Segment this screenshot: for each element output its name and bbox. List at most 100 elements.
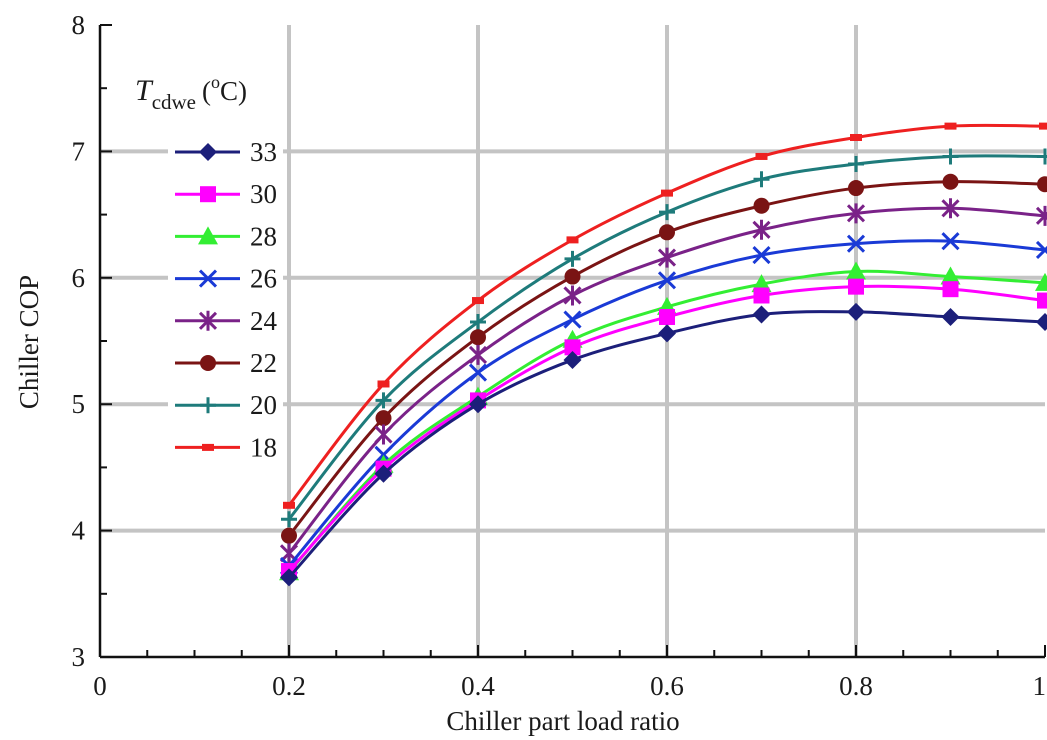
y-tick-label: 8 [72, 10, 86, 40]
legend-marker [202, 443, 214, 451]
data-point [283, 501, 295, 509]
legend-marker [198, 310, 218, 331]
data-point [1037, 176, 1047, 193]
data-point [658, 324, 676, 343]
legend-item-26: 26 [168, 264, 283, 294]
data-point [940, 266, 961, 285]
series-20 [281, 148, 1047, 528]
series-line [287, 180, 1046, 537]
y-axis-title: Chiller COP [14, 275, 44, 409]
data-point [941, 232, 960, 251]
data-point [472, 297, 484, 305]
x-tick-label: 1 [1033, 671, 1047, 701]
legend-item-24: 24 [168, 306, 283, 336]
data-point [468, 344, 488, 365]
data-point [564, 339, 581, 356]
series-line [287, 154, 1046, 521]
data-point [752, 219, 771, 240]
data-point [753, 197, 770, 214]
data-point [280, 568, 298, 587]
series-layer [279, 122, 1047, 587]
data-point [848, 278, 864, 295]
legend-marker [200, 397, 216, 414]
data-point [850, 133, 862, 141]
legend-marker [198, 226, 218, 245]
legend-label: 22 [250, 348, 277, 378]
data-point [564, 250, 581, 267]
data-point [659, 308, 675, 325]
data-point [374, 424, 393, 445]
legend-label: 30 [250, 179, 277, 209]
series-line [287, 284, 1046, 573]
legend-item-30: 30 [168, 179, 283, 209]
data-point [375, 392, 392, 409]
data-point [469, 395, 487, 414]
legend-item-22: 22 [168, 348, 283, 378]
data-point [752, 245, 771, 265]
data-point [753, 171, 770, 188]
y-tick-label: 3 [72, 642, 86, 672]
legend-item-18: 18 [168, 432, 283, 462]
data-point [942, 281, 959, 298]
legend-marker [198, 269, 218, 288]
data-point [848, 156, 864, 173]
data-point [468, 363, 488, 382]
data-point [1036, 313, 1047, 332]
data-point [661, 189, 673, 197]
data-point [375, 410, 392, 427]
data-point [846, 261, 866, 280]
data-point [281, 511, 297, 528]
series-line [287, 239, 1046, 567]
data-point [846, 234, 866, 253]
y-tick-label: 4 [72, 516, 86, 546]
data-point [847, 302, 865, 321]
data-point [848, 180, 864, 197]
series-line [287, 269, 1046, 574]
legend-item-28: 28 [168, 221, 283, 251]
data-point [944, 122, 957, 130]
series-24 [279, 198, 1047, 564]
data-point [563, 350, 582, 369]
data-point [941, 198, 960, 219]
data-point [753, 287, 770, 304]
data-point [281, 527, 297, 544]
data-point [1035, 272, 1047, 291]
data-point [374, 464, 393, 483]
legend-title: Tcdwe (oC) [135, 72, 247, 114]
y-tick-label: 5 [72, 389, 86, 419]
legend-marker [200, 186, 216, 203]
legend-item-33: 33 [168, 137, 283, 167]
axes [98, 24, 1046, 659]
data-point [470, 314, 486, 331]
x-axis-title: Chiller part load ratio [446, 706, 679, 736]
data-point [470, 329, 486, 346]
data-point [657, 271, 677, 290]
x-tick-label: 0.4 [461, 671, 495, 701]
data-point [563, 285, 582, 306]
x-tick-label: 0.6 [650, 671, 684, 701]
tick-labels: 0 0.2 0.4 0.6 0.8 1 3 4 5 6 7 8 [72, 10, 1047, 701]
series-line [287, 206, 1046, 555]
data-point [1035, 240, 1047, 260]
data-point [1035, 205, 1047, 226]
data-point [657, 247, 677, 268]
data-point [846, 203, 866, 224]
legend: Tcdwe (oC)33 30 28 26 24 22 20 18 [135, 72, 283, 462]
data-point [941, 307, 960, 326]
legend-marker [200, 355, 216, 371]
series-18 [283, 122, 1047, 509]
data-point [942, 148, 959, 165]
series-33 [280, 302, 1047, 587]
data-point [1037, 292, 1047, 309]
data-point [566, 236, 579, 244]
data-point [1037, 148, 1047, 165]
data-point [659, 224, 675, 241]
series-line [287, 310, 1046, 579]
data-point [1039, 122, 1047, 130]
y-tick-label: 7 [72, 136, 86, 166]
data-point [659, 204, 675, 221]
data-point [942, 173, 959, 190]
x-tick-label: 0.8 [839, 671, 873, 701]
data-point [563, 310, 582, 329]
